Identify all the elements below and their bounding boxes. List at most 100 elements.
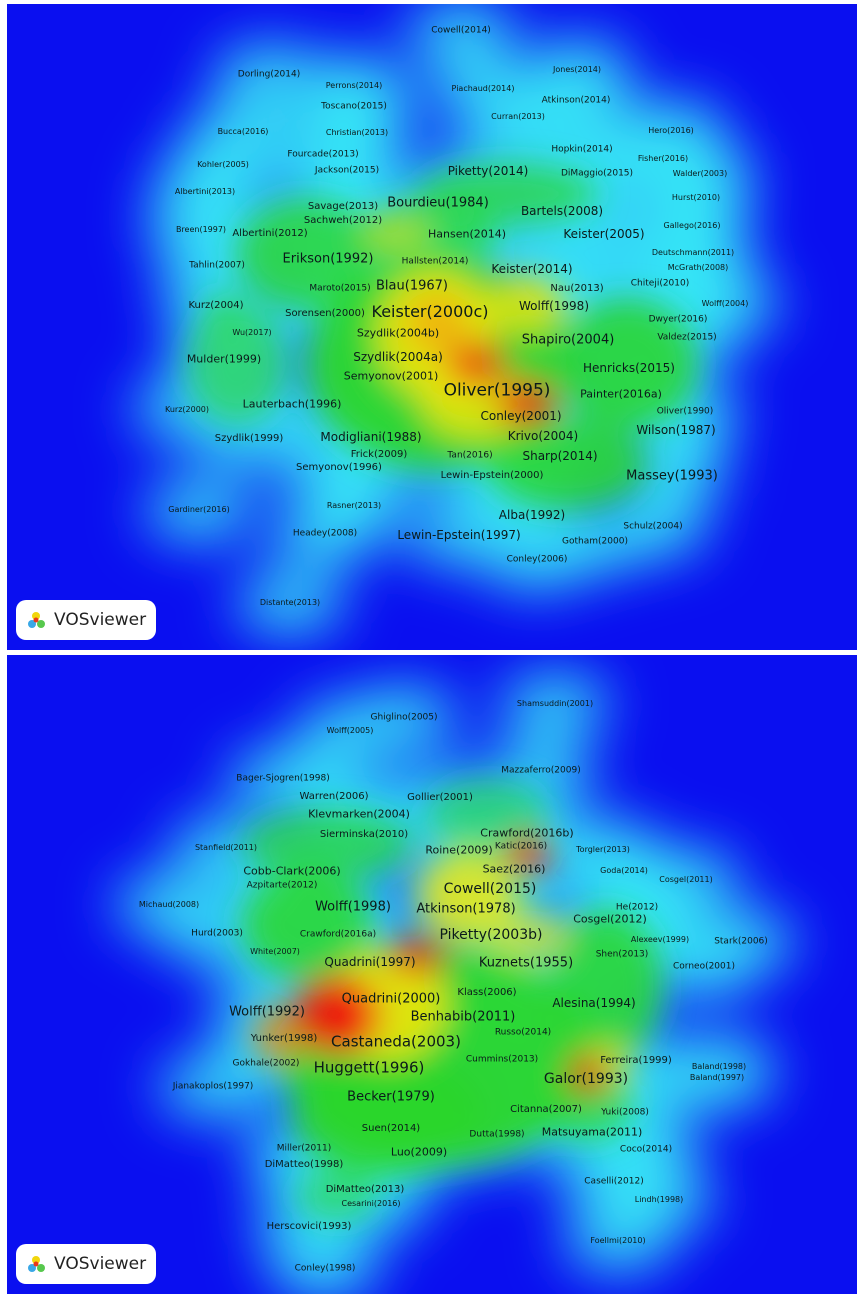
node-label: Lewin-Epstein(1997) [397,528,521,542]
node-label: Quadrini(1997) [324,955,416,969]
node-label: McGrath(2008) [667,263,729,272]
node-label: Christian(2013) [325,128,389,137]
density-blob [487,910,567,960]
node-label: DiMatteo(2013) [325,1184,405,1195]
node-label: Miller(2011) [276,1143,332,1154]
node-label: Baland(1997) [689,1073,745,1082]
node-label: Dorling(2014) [237,69,301,80]
vosviewer-badge: VOSviewer [16,600,156,640]
density-core [242,780,662,1220]
node-label: Wolff(2005) [326,726,374,735]
node-label: Wolff(2004) [701,299,749,308]
node-label: Sharp(2014) [522,449,598,463]
node-label: Oliver(1995) [443,380,551,401]
node-label: Caselli(2012) [584,1176,644,1187]
node-label: Corneo(2001) [672,961,736,972]
node-label: Roine(2009) [425,843,493,857]
node-label: Gotham(2000) [562,536,628,547]
node-label: Wolff(1998) [518,299,590,313]
node-label: Michaud(2008) [138,900,200,909]
node-label: DiMaggio(2015) [560,168,634,179]
node-label: Kurz(2004) [188,300,244,311]
node-label: Shamsuddin(2001) [516,699,594,708]
node-label: Sachweh(2012) [303,215,383,226]
node-label: Klevmarken(2004) [308,807,410,821]
halo-blob [662,1046,772,1110]
node-label: Chiteji(2010) [630,278,690,289]
node-label: Crawford(2016b) [480,826,574,840]
node-label: Baland(1998) [691,1062,747,1071]
node-label: Bartels(2008) [520,204,604,218]
node-label: White(2007) [250,947,300,956]
node-label: Wolff(1992) [229,1004,305,1020]
vosviewer-logo-icon [28,1256,45,1272]
node-label: Klass(2006) [457,987,517,998]
node-label: Azpitarte(2012) [246,880,318,891]
halo-blob [500,672,610,736]
halo-blob [214,43,324,107]
density-blob [422,369,532,439]
node-label: Stanfield(2011) [194,843,258,852]
density-blob [417,850,517,940]
node-label: Alexeev(1999) [630,935,690,944]
density-blob [387,935,447,975]
halo-blob [144,478,254,542]
vosviewer-label: VOSviewer [54,610,147,630]
node-label: Warren(2006) [299,791,369,802]
node-label: Hansen(2014) [427,227,507,241]
node-label: Cowell(2015) [443,881,537,897]
density-core [187,164,697,509]
node-label: Jones(2014) [552,65,602,74]
node-label: Cosgel(2011) [659,875,713,884]
density-blob [567,1055,607,1095]
node-label: Piketty(2014) [447,164,529,178]
node-label: Distante(2013) [259,598,321,607]
node-label: Hallsten(2014) [401,256,469,267]
node-label: Alba(1992) [498,508,566,522]
density-blob [292,1055,482,1175]
node-label: Saez(2016) [482,862,546,876]
node-label: Katic(2016) [494,841,548,852]
node-label: Crawford(2016a) [299,929,377,940]
node-label: Stark(2006) [714,936,768,947]
halo-blob [194,407,304,471]
node-label: Sierminska(2010) [319,829,409,840]
node-label: Szydlik(1999) [214,433,284,444]
node-label: Luo(2009) [390,1145,448,1159]
density-blob [237,199,377,309]
node-label: Schulz(2004) [623,521,683,532]
node-label: Albertini(2012) [232,228,308,239]
halo-blob [406,4,516,63]
density-blob [557,299,697,429]
node-label: Fourcade(2013) [287,149,359,160]
density-blob [202,289,242,329]
node-label: Atkinson(2014) [541,95,611,106]
node-label: Kurz(2000) [164,405,210,414]
node-label: Nau(2013) [550,283,604,294]
node-label: Modigliani(1988) [320,430,422,444]
node-label: Oliver(1990) [656,406,714,417]
node-label: Piachaud(2014) [451,84,515,93]
node-label: Tahlin(2007) [189,260,245,271]
density-blob [252,1005,302,1065]
halo-blob [270,502,380,566]
node-label: Kohler(2005) [197,160,249,169]
node-label: Wilson(1987) [636,423,716,437]
node-label: Maroto(2015) [309,283,371,294]
density-blob [297,1170,377,1220]
halo-blob [563,1209,673,1273]
node-label: Keister(2014) [491,262,573,276]
node-label: Atkinson(1978) [416,901,516,917]
node-label: Bucca(2016) [217,127,269,136]
vosviewer-logo-icon [28,612,45,628]
node-label: Kuznets(1955) [478,955,574,971]
node-label: Walder(2003) [672,169,728,178]
density-blob [542,1070,632,1140]
node-label: Conley(2006) [506,554,568,565]
density-blob [407,294,467,354]
density-blob [187,304,287,424]
density-blob [427,780,547,850]
node-label: Becker(1979) [347,1089,435,1105]
node-label: Lauterbach(1996) [242,397,342,411]
node-label: Foellmi(2010) [590,1236,646,1245]
